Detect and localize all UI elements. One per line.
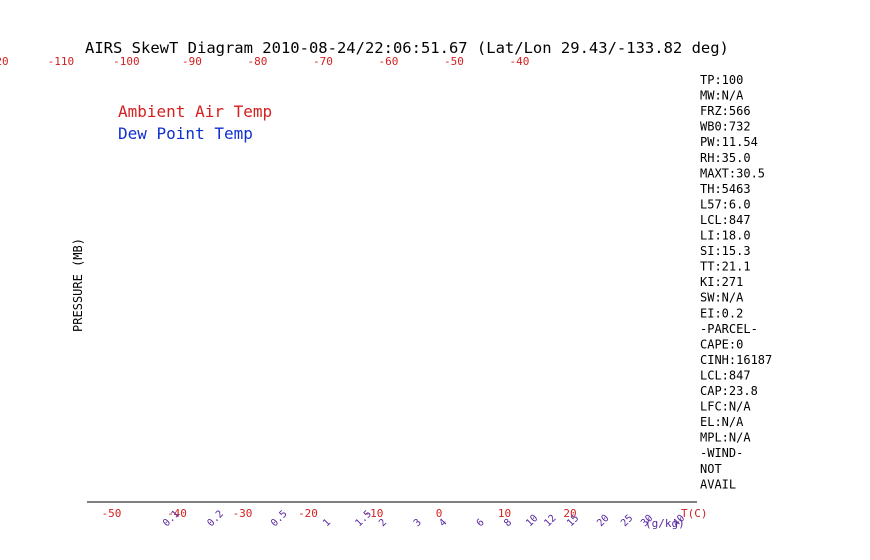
index-item: MAXT:30.5 — [700, 166, 765, 180]
index-item: LFC:N/A — [700, 400, 751, 414]
bottom-temp-tick-label: -50 — [102, 507, 122, 520]
top-temp-tick-label: -110 — [48, 55, 75, 68]
chart-title: AIRS SkewT Diagram 2010-08-24/22:06:51.6… — [85, 39, 729, 57]
top-temp-tick-label: -100 — [113, 55, 140, 68]
index-item: SI:15.3 — [700, 244, 751, 258]
mixing-ratio-tick-label: 1 — [321, 517, 333, 529]
legend-dew-point: Dew Point Temp — [118, 124, 253, 143]
top-temp-tick-label: -50 — [444, 55, 464, 68]
index-item: KI:271 — [700, 275, 743, 289]
mixing-ratio-tick-label: 6 — [475, 517, 487, 529]
index-item: MW:N/A — [700, 89, 744, 103]
top-temp-tick-label: -40 — [509, 55, 529, 68]
index-item: CAP:23.8 — [700, 384, 758, 398]
mixing-ratio-tick-label: 12 — [542, 513, 558, 529]
index-item: TT:21.1 — [700, 260, 751, 274]
index-item: PW:11.54 — [700, 135, 758, 149]
top-temp-tick-label: -90 — [182, 55, 202, 68]
index-item: -WIND- — [700, 446, 743, 460]
index-item: RH:35.0 — [700, 151, 751, 165]
bottom-temp-tick-label: -40 — [167, 507, 187, 520]
bottom-temp-tick-label: 10 — [498, 507, 511, 520]
axes: 1002003004005006007008009001000-120-110-… — [0, 55, 687, 530]
index-item: TH:5463 — [700, 182, 751, 196]
bottom-temp-tick-label: 20 — [563, 507, 576, 520]
index-item: LI:18.0 — [700, 229, 751, 243]
bottom-temp-tick-label: 0 — [436, 507, 443, 520]
index-item: NOT — [700, 462, 722, 476]
mixing-ratio-tick-label: 2 — [377, 517, 389, 529]
index-item: LCL:847 — [700, 213, 751, 227]
mixing-ratio-tick-label: 3 — [412, 517, 424, 529]
bottom-temp-tick-label: -20 — [298, 507, 318, 520]
mixing-ratio-tick-label: 25 — [619, 513, 635, 529]
index-item: L57:6.0 — [700, 197, 751, 211]
mixing-unit-label: (g/kg) — [645, 517, 685, 530]
index-item: CINH:16187 — [700, 353, 772, 367]
mixing-ratio-tick-label: 4 — [437, 517, 449, 529]
top-temp-tick-label: -60 — [378, 55, 398, 68]
mixing-ratio-tick-label: 0.5 — [269, 509, 290, 530]
index-item: MPL:N/A — [700, 431, 751, 445]
bottom-temp-tick-label: -30 — [233, 507, 253, 520]
index-item: WB0:732 — [700, 120, 751, 134]
top-temp-tick-label: -70 — [313, 55, 333, 68]
index-item: -PARCEL- — [700, 322, 758, 336]
legend-air-temp: Ambient Air Temp — [118, 102, 272, 121]
mixing-ratio-tick-label: 10 — [524, 513, 540, 529]
index-item: EI:0.2 — [700, 306, 743, 320]
y-axis-label: PRESSURE (MB) — [71, 238, 85, 332]
x-unit-label: T(C) — [681, 507, 708, 520]
index-item: AVAIL — [700, 477, 736, 491]
index-item: TP:100 — [700, 73, 743, 87]
index-item: LCL:847 — [700, 368, 751, 382]
index-item: CAPE:0 — [700, 337, 743, 351]
index-item: SW:N/A — [700, 291, 744, 305]
index-item: EL:N/A — [700, 415, 744, 429]
top-temp-tick-label: -120 — [0, 55, 9, 68]
pressure-gridlines — [87, 501, 697, 503]
bottom-temp-tick-label: -10 — [364, 507, 384, 520]
mixing-ratio-tick-label: 20 — [595, 513, 611, 529]
mixing-ratio-tick-label: 8 — [502, 517, 514, 529]
index-item: FRZ:566 — [700, 104, 751, 118]
mixing-ratio-tick-label: 0.2 — [205, 509, 226, 530]
top-temp-tick-label: -80 — [247, 55, 267, 68]
